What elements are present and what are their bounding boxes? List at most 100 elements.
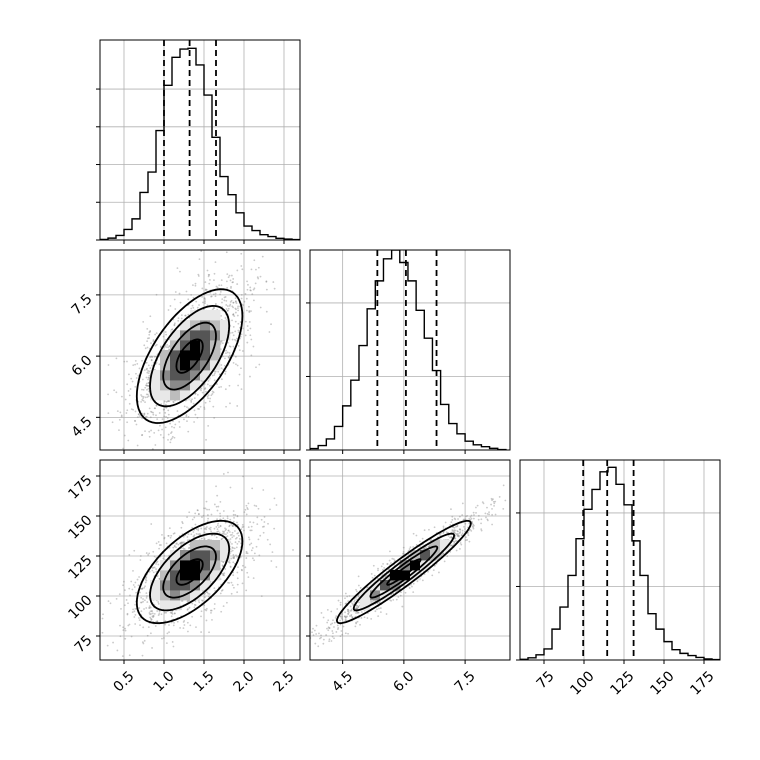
scatter-point	[140, 601, 142, 604]
scatter-point	[486, 519, 489, 522]
scatter-point	[372, 564, 375, 567]
scatter-point	[461, 529, 464, 532]
scatter-point	[383, 566, 386, 569]
contour-level-0	[175, 338, 204, 374]
scatter-point	[314, 642, 317, 645]
scatter-point	[468, 522, 471, 525]
scatter-point	[204, 299, 206, 301]
scatter-point	[461, 502, 464, 505]
scatter-point	[265, 288, 268, 291]
scatter-point	[145, 376, 148, 379]
scatter-point	[206, 520, 209, 523]
scatter-point	[219, 515, 222, 518]
scatter-point	[170, 431, 173, 433]
scatter-point	[178, 420, 181, 423]
scatter-point	[247, 536, 250, 539]
scatter-point	[217, 505, 220, 508]
scatter-point	[466, 539, 469, 541]
scatter-point	[163, 536, 166, 539]
scatter-point	[168, 631, 170, 634]
scatter-point	[444, 521, 447, 524]
scatter-point	[186, 539, 189, 542]
scatter-point	[355, 621, 358, 624]
scatter-point	[179, 627, 182, 629]
scatter-point	[158, 612, 161, 615]
scatter-point	[122, 584, 124, 587]
density-cell	[190, 550, 201, 561]
scatter-point	[243, 300, 246, 303]
scatter-point	[251, 487, 254, 490]
scatter-point	[450, 521, 453, 524]
density-cell	[200, 330, 211, 341]
scatter-point	[101, 617, 104, 620]
scatter-point	[192, 296, 195, 299]
scatter-point	[145, 576, 148, 578]
scatter-point	[221, 301, 223, 304]
scatter-point	[377, 615, 380, 618]
scatter-point	[412, 532, 415, 535]
scatter-point	[234, 530, 236, 532]
scatter-point	[339, 619, 342, 622]
scatter-point	[182, 535, 185, 538]
scatter-point	[181, 542, 184, 544]
scatter-point	[120, 395, 123, 398]
scatter-point	[475, 511, 477, 514]
density-cell	[150, 590, 161, 601]
scatter-point	[232, 301, 235, 304]
scatter-point	[335, 631, 338, 633]
scatter-point	[347, 610, 349, 613]
scatter-point	[128, 394, 131, 397]
scatter-point	[168, 400, 171, 402]
scatter-point	[136, 416, 139, 419]
scatter-point	[142, 642, 145, 645]
scatter-point	[134, 360, 137, 362]
scatter-point	[248, 538, 251, 541]
scatter-point	[204, 289, 207, 292]
scatter-point	[350, 615, 353, 617]
scatter-point	[222, 574, 224, 576]
scatter-point	[327, 619, 330, 622]
scatter-point	[162, 436, 165, 439]
scatter-point	[197, 529, 200, 532]
scatter-point	[192, 535, 195, 538]
scatter-point	[133, 616, 136, 618]
scatter-point	[385, 574, 388, 577]
scatter-point	[146, 327, 149, 330]
scatter-point	[182, 621, 185, 623]
scatter-point	[166, 417, 169, 419]
density-cell	[180, 330, 191, 341]
scatter-point	[252, 299, 255, 302]
scatter-point	[143, 639, 146, 642]
scatter-point	[230, 299, 233, 302]
scatter-point	[138, 617, 140, 619]
scatter-point	[229, 534, 232, 536]
scatter-point	[204, 388, 206, 390]
scatter-point	[235, 308, 237, 311]
scatter-point	[237, 322, 240, 325]
scatter-point	[151, 647, 153, 649]
scatter-point	[254, 282, 257, 285]
scatter-point	[152, 616, 155, 618]
scatter-point	[493, 502, 496, 505]
scatter-point	[236, 577, 239, 580]
density-cell	[170, 370, 181, 381]
scatter-point	[222, 605, 225, 608]
scatter-point	[172, 420, 174, 423]
scatter-point	[172, 401, 175, 404]
scatter-point	[222, 573, 225, 576]
scatter-point	[454, 540, 457, 542]
scatter-point	[127, 439, 130, 442]
scatter-point	[213, 587, 216, 590]
scatter-point	[236, 555, 239, 558]
scatter-point	[346, 595, 349, 598]
scatter-point	[195, 626, 197, 629]
scatter-point	[228, 524, 231, 527]
panel-plot-area	[100, 460, 300, 660]
scatter-point	[158, 544, 161, 546]
scatter-point	[236, 536, 238, 539]
scatter-point	[150, 359, 153, 362]
scatter-point	[329, 623, 332, 626]
density-cell	[410, 560, 421, 571]
scatter-point	[201, 391, 204, 394]
scatter-point	[201, 599, 203, 602]
